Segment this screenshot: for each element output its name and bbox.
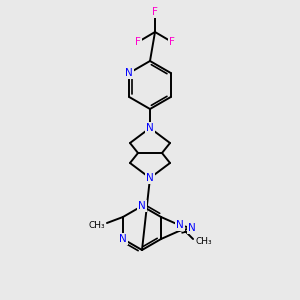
Text: N: N	[125, 68, 133, 78]
Text: F: F	[152, 7, 158, 17]
Text: N: N	[146, 173, 154, 183]
Text: F: F	[135, 37, 141, 47]
Text: N: N	[176, 220, 184, 230]
Text: N: N	[188, 223, 196, 233]
Text: N: N	[119, 234, 127, 244]
Text: N: N	[138, 201, 146, 211]
Text: F: F	[169, 37, 175, 47]
Text: CH₃: CH₃	[88, 220, 105, 230]
Text: CH₃: CH₃	[195, 238, 212, 247]
Text: N: N	[146, 123, 154, 133]
